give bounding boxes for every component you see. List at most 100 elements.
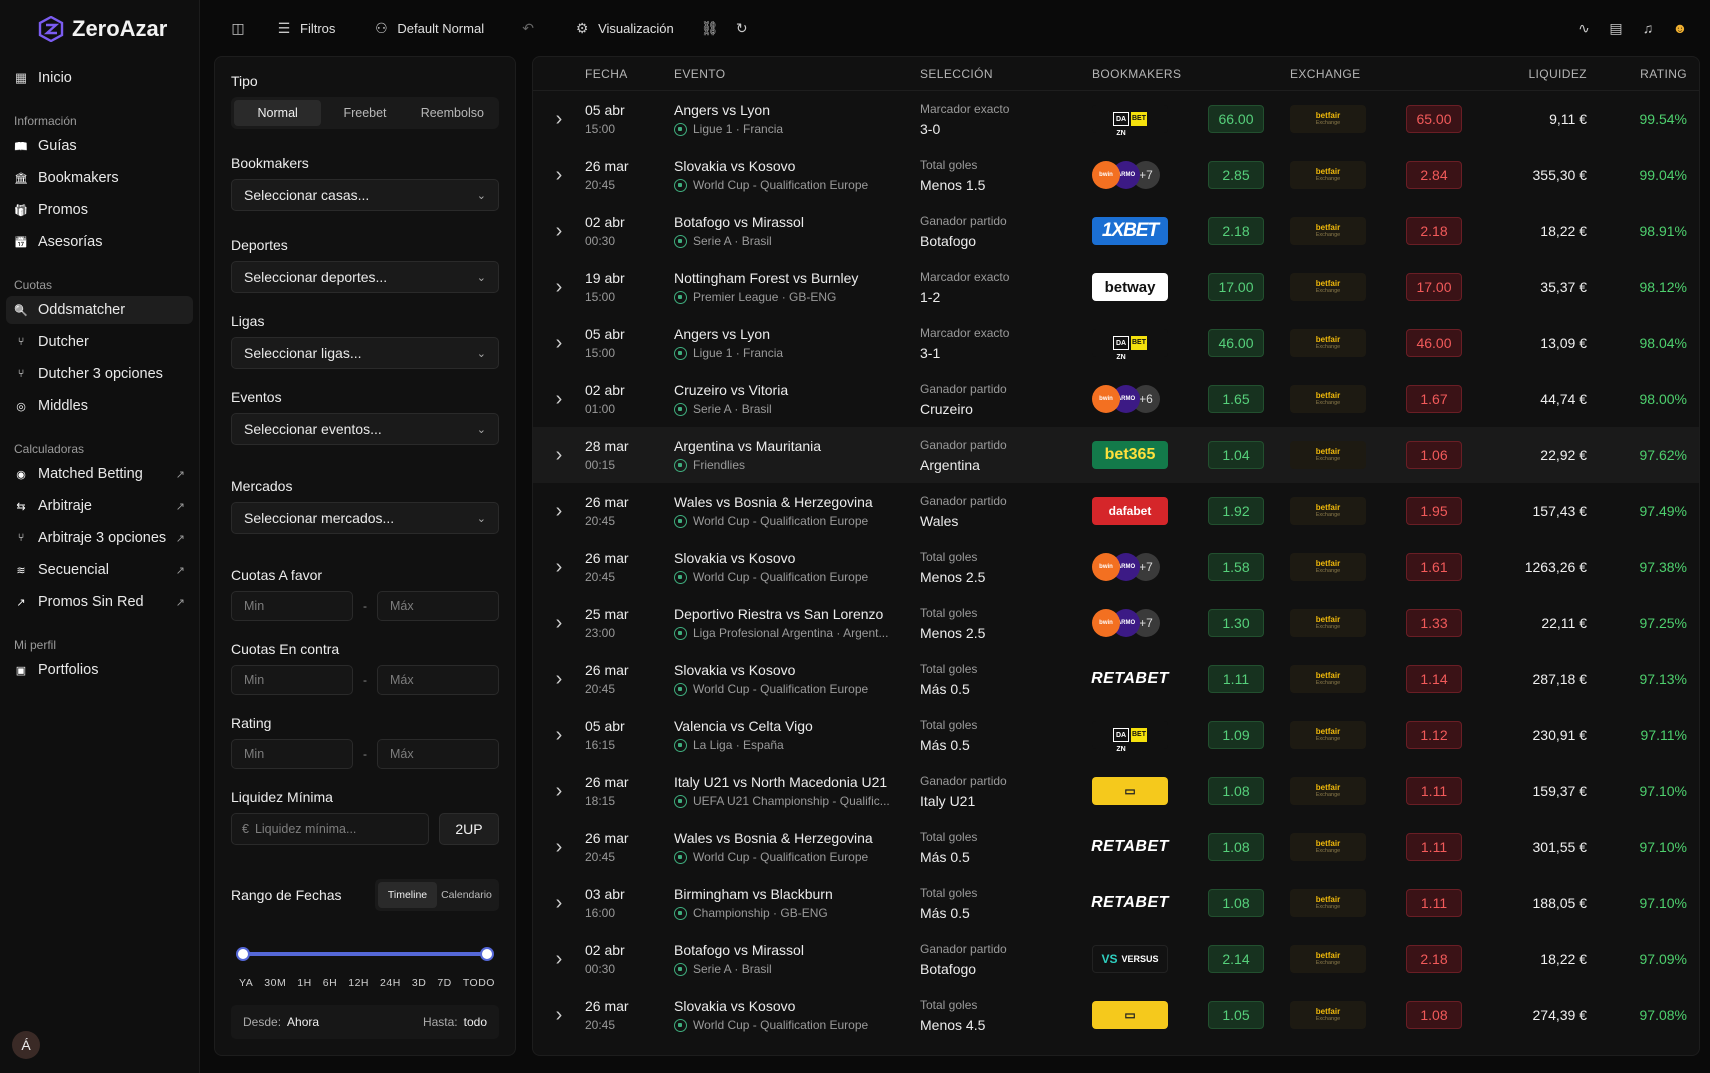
exchange-logo-betfair[interactable]: betfair Exchange bbox=[1290, 833, 1366, 861]
slider-tick-label[interactable]: 7D bbox=[437, 977, 452, 989]
col-liquidez[interactable]: LIQUIDEZ bbox=[1528, 66, 1587, 81]
exchange-logo-betfair[interactable]: betfair Exchange bbox=[1290, 217, 1366, 245]
sidebar-item-secuencial[interactable]: ≋ Secuencial ↗ bbox=[6, 556, 193, 584]
sidebar-item-arbitraje-3-opciones[interactable]: ⑂ Arbitraje 3 opciones ↗ bbox=[6, 524, 193, 552]
back-odds[interactable]: 17.00 bbox=[1208, 273, 1264, 301]
bookmaker-ticket-icon[interactable]: ▭ bbox=[1092, 1001, 1168, 1029]
bookmaker-logo-dazn[interactable]: DA ZN BET bbox=[1092, 329, 1168, 361]
event-name[interactable]: Slovakia vs Kosovo bbox=[674, 998, 796, 1014]
lay-odds[interactable]: 1.11 bbox=[1406, 833, 1462, 861]
exchange-logo-betfair[interactable]: betfair Exchange bbox=[1290, 105, 1366, 133]
tipo-normal[interactable]: Normal bbox=[234, 100, 322, 126]
col-fecha[interactable]: FECHA bbox=[585, 66, 628, 81]
back-odds[interactable]: 1.08 bbox=[1208, 889, 1264, 917]
lay-odds[interactable]: 1.11 bbox=[1406, 889, 1462, 917]
sidebar-item-promos-sin-red[interactable]: ↗ Promos Sin Red ↗ bbox=[6, 588, 193, 616]
table-row[interactable]: › 19 abr 15:00 Nottingham Forest vs Burnley… bbox=[533, 259, 1699, 315]
chevron-right-icon[interactable]: › bbox=[555, 107, 563, 130]
bookmaker-logo-retabet[interactable]: RETABET bbox=[1091, 838, 1169, 855]
table-row[interactable]: › 26 mar 18:15 Italy U21 vs North Macedonia… bbox=[533, 763, 1699, 819]
table-row[interactable]: › 25 mar 23:00 Deportivo Riestra vs San Lor… bbox=[533, 595, 1699, 651]
filters-button[interactable]: ☰ Filtros bbox=[277, 19, 336, 36]
table-row[interactable]: › 02 abr 00:30 Botafogo vs Mirassol Serie A … bbox=[533, 203, 1699, 259]
rango-timeline[interactable]: Timeline bbox=[378, 882, 437, 908]
exchange-logo-betfair[interactable]: betfair Exchange bbox=[1290, 497, 1366, 525]
table-row[interactable]: › 28 mar 00:15 Argentina vs Mauritania Frien… bbox=[533, 427, 1699, 483]
exchange-logo-betfair[interactable]: betfair Exchange bbox=[1290, 273, 1366, 301]
bookmakers-select[interactable]: Seleccionar casas... ⌄ bbox=[231, 179, 499, 211]
event-name[interactable]: Botafogo vs Mirassol bbox=[674, 214, 804, 230]
sidebar-item-arbitraje[interactable]: ⇆ Arbitraje ↗ bbox=[6, 492, 193, 520]
event-name[interactable]: Valencia vs Celta Vigo bbox=[674, 718, 813, 734]
lay-odds[interactable]: 1.12 bbox=[1406, 721, 1462, 749]
table-row[interactable]: › 26 mar 20:45 Slovakia vs Kosovo World Cup … bbox=[533, 539, 1699, 595]
bookmaker-stack[interactable]: bwin ARMO +7 bbox=[1092, 161, 1208, 189]
event-name[interactable]: Cruzeiro vs Vitoria bbox=[674, 382, 789, 398]
slider-tick-label[interactable]: TODO bbox=[462, 977, 495, 989]
table-row[interactable]: › 05 abr 15:00 Angers vs Lyon Ligue 1 · Fran… bbox=[533, 91, 1699, 147]
tipo-reembolso[interactable]: Reembolso bbox=[420, 106, 484, 120]
bookmaker-stack[interactable]: bwin ARMO +7 bbox=[1092, 553, 1208, 581]
rating-min[interactable]: Min bbox=[231, 739, 353, 769]
exchange-logo-betfair[interactable]: betfair Exchange bbox=[1290, 889, 1366, 917]
bookmaker-logo-onex[interactable]: 1XBET bbox=[1092, 217, 1168, 245]
back-odds[interactable]: 1.09 bbox=[1208, 721, 1264, 749]
chevron-right-icon[interactable]: › bbox=[555, 667, 563, 690]
event-name[interactable]: Wales vs Bosnia & Herzegovina bbox=[674, 830, 873, 846]
table-row[interactable]: › 05 abr 15:00 Angers vs Lyon Ligue 1 · Fran… bbox=[533, 315, 1699, 371]
ligas-select[interactable]: Seleccionar ligas... ⌄ bbox=[231, 337, 499, 369]
cuotas-favor-min[interactable]: Min bbox=[231, 591, 353, 621]
lay-odds[interactable]: 46.00 bbox=[1406, 329, 1462, 357]
chevron-right-icon[interactable]: › bbox=[555, 499, 563, 522]
chevron-right-icon[interactable]: › bbox=[555, 835, 563, 858]
tipo-freebet[interactable]: Freebet bbox=[343, 106, 387, 120]
table-row[interactable]: › 02 abr 00:30 Botafogo vs Mirassol Serie A … bbox=[533, 931, 1699, 987]
clipboard-icon[interactable]: ▤ bbox=[1609, 19, 1623, 36]
event-name[interactable]: Italy U21 vs North Macedonia U21 bbox=[674, 774, 888, 790]
bookmaker-logo-betway[interactable]: betway bbox=[1092, 273, 1168, 301]
slider-tick-label[interactable]: 6H bbox=[322, 977, 338, 989]
undo-button[interactable]: ↶ bbox=[508, 13, 548, 43]
back-odds[interactable]: 1.65 bbox=[1208, 385, 1264, 413]
slider-tick-label[interactable]: 3D bbox=[411, 977, 427, 989]
lay-odds[interactable]: 2.18 bbox=[1406, 945, 1462, 973]
exchange-logo-betfair[interactable]: betfair Exchange bbox=[1290, 1001, 1366, 1029]
cuotas-favor-max[interactable]: Máx bbox=[377, 591, 499, 621]
table-row[interactable]: › 05 abr 16:15 Valencia vs Celta Vigo La Lig… bbox=[533, 707, 1699, 763]
slider-tick-label[interactable]: 1H bbox=[297, 977, 312, 989]
chevron-right-icon[interactable]: › bbox=[555, 611, 563, 634]
event-name[interactable]: Argentina vs Mauritania bbox=[674, 438, 822, 454]
user-avatar[interactable]: Á bbox=[12, 1031, 40, 1059]
chevron-right-icon[interactable]: › bbox=[555, 723, 563, 746]
bookmaker-logo-bet365[interactable]: bet365 bbox=[1092, 441, 1168, 469]
table-row[interactable]: › 26 mar 20:45 Slovakia vs Kosovo World Cup … bbox=[533, 651, 1699, 707]
app-logo[interactable]: ZeroAzar bbox=[6, 0, 193, 58]
event-name[interactable]: Deportivo Riestra vs San Lorenzo bbox=[674, 606, 884, 622]
table-row[interactable]: ›26 marBrazil vs FranceTotal golesRETABE… bbox=[533, 1043, 1699, 1055]
slider-tick-label[interactable]: 24H bbox=[380, 977, 401, 989]
exchange-logo-betfair[interactable]: betfair Exchange bbox=[1290, 609, 1366, 637]
toggle-sidebar-button[interactable]: ◫ bbox=[218, 13, 258, 43]
exchange-logo-betfair[interactable]: betfair Exchange bbox=[1290, 665, 1366, 693]
back-odds[interactable]: 1.05 bbox=[1208, 1001, 1264, 1029]
table-row[interactable]: › 26 mar 20:45 Wales vs Bosnia & Herzegovin… bbox=[533, 483, 1699, 539]
chevron-right-icon[interactable]: › bbox=[555, 1003, 563, 1026]
lay-odds[interactable]: 1.08 bbox=[1406, 1001, 1462, 1029]
preset-button[interactable]: ⚇ Default Normal bbox=[375, 19, 485, 36]
sidebar-item-middles[interactable]: ◎ Middles bbox=[6, 392, 193, 420]
bookmaker-stack[interactable]: bwin ARMO +7 bbox=[1092, 609, 1208, 637]
chevron-right-icon[interactable]: › bbox=[555, 443, 563, 466]
chevron-right-icon[interactable]: › bbox=[555, 163, 563, 186]
bell-icon[interactable]: ♫ bbox=[1642, 20, 1654, 36]
table-row[interactable]: › 26 mar 20:45 Slovakia vs Kosovo World Cup … bbox=[533, 987, 1699, 1043]
bookmaker-logo-versus[interactable]: VS VERSUS bbox=[1092, 945, 1168, 973]
table-row[interactable]: › 02 abr 01:00 Cruzeiro vs Vitoria Serie A ·… bbox=[533, 371, 1699, 427]
exchange-logo-betfair[interactable]: betfair Exchange bbox=[1290, 441, 1366, 469]
sidebar-item-asesor-as[interactable]: 📅 Asesorías bbox=[14, 234, 103, 250]
bookmaker-stack[interactable]: bwin ARMO +6 bbox=[1092, 385, 1208, 413]
sidebar-item-dutcher[interactable]: ⑂ Dutcher bbox=[6, 328, 193, 356]
exchange-logo-betfair[interactable]: betfair Exchange bbox=[1290, 721, 1366, 749]
chevron-right-icon[interactable]: › bbox=[555, 387, 563, 410]
back-odds[interactable]: 1.08 bbox=[1208, 833, 1264, 861]
lay-odds[interactable]: 65.00 bbox=[1406, 105, 1462, 133]
